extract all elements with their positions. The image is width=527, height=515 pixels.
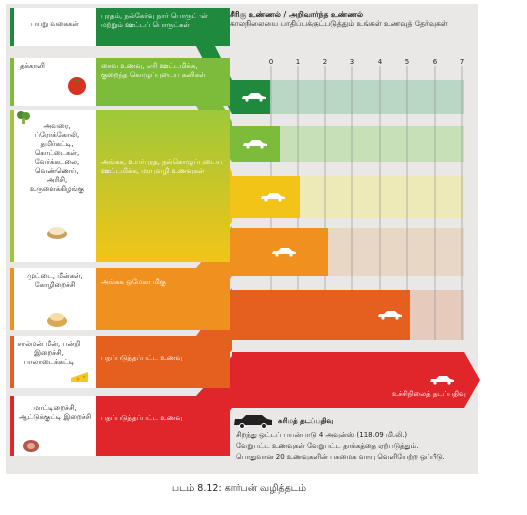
suv-icon (234, 415, 272, 429)
food-label: தக்காளி (20, 62, 45, 70)
car-icon (242, 93, 266, 102)
car-icon (430, 376, 454, 385)
car-icon (272, 248, 296, 257)
chart-subtitle: காலநிலையை பாதிப்பக்குட்படுத்தும் உங்கள் … (230, 19, 448, 28)
food-label-box: மாட்டிறைச்சி, ஆட்டுக்குட்டி இறைச்சி (10, 396, 96, 456)
food-label-box: சால்மன் மீன், பன்றி இறைச்சி, பாலாடைக்கட்… (10, 336, 96, 388)
tick-label: 5 (404, 58, 410, 66)
tick-label: 7 (459, 58, 465, 66)
tick-label: 4 (377, 58, 383, 66)
category-text: அங்கக, உயர்புரத, நல்கொழுப்புடைய ஊட்டமிக்… (101, 158, 223, 175)
highest-label: உச்சிநிலைத் தடப்பதிவு (392, 390, 466, 398)
category-text: பதப்படுத்தப்பட்ட உணவு (101, 414, 183, 422)
legend-line2: வேறுபட்ட உணவுகள் வேறுபட்ட தாக்கத்தை ஏற்ப… (236, 442, 419, 450)
food-label: அவரை, ப்ரோக்கோலி, தமிர்கட்டி, கொட்டைகள்,… (30, 122, 84, 193)
category-bar: பதப்படுத்தப்பட்ட உணவு (96, 336, 230, 388)
food-label-box: அவரை, ப்ரோக்கோலி, தமிர்கட்டி, கொட்டைகள்,… (10, 110, 96, 262)
food-label-box: பயறு வகைகள் (10, 8, 96, 46)
figure-caption: படம் 8.12: கார்பன் வழித்தடம் (172, 483, 306, 494)
category-text: சைவ உணவு, எரி ஊட்டமிக்க, குறைந்த கொழுப்ப… (101, 62, 206, 79)
tick-label: 1 (295, 58, 301, 66)
tick-label: 0 (268, 58, 274, 66)
car-icon (243, 140, 267, 149)
row-bg (232, 80, 464, 114)
category-text: புரதம், நல்கேர்வு நார் பொருட்கள் மற்றும்… (101, 12, 208, 29)
food-label: முட்டை, மீன்கள், கோழிறைச்சி (27, 272, 83, 289)
category-text: பதப்படுத்தப்பட்ட உணவு (101, 354, 183, 362)
category-bar: அங்கக ஒமேகா மிகு (96, 268, 230, 330)
legend-title: கரிமத் தடப்பதிவு (278, 417, 334, 425)
legend-line1: சிறந்து ஒட்டப் பயன்பாடு 4 அவுன்ஸ் (118.0… (236, 431, 408, 439)
tick-label: 6 (432, 58, 438, 66)
food-label: பயறு வகைகள் (31, 20, 79, 28)
chart-title: சீரிகு உண்ணல் / அறிவார்ந்த உண்ணல் (230, 10, 364, 19)
meat-icon (23, 440, 39, 452)
food-label-box: முட்டை, மீன்கள், கோழிறைச்சி (10, 268, 96, 330)
category-bar: பதப்படுத்தப்பட்ட உணவு (96, 396, 230, 456)
category-text: அங்கக ஒமேகா மிகு (101, 278, 166, 286)
bread-bowl-icon (47, 227, 67, 239)
category-bar: சைவ உணவு, எரி ஊட்டமிக்க, குறைந்த கொழுப்ப… (96, 58, 230, 106)
tomato-icon (68, 77, 86, 95)
tick-label: 2 (322, 58, 328, 66)
basket-icon (47, 313, 67, 327)
legend-line3: பொதுவான 20 உணவுகளின் பசுமைக வாயு வெளியேற… (236, 453, 445, 461)
broccoli-icon (17, 111, 30, 124)
food-label: மாட்டிறைச்சி, ஆட்டுக்குட்டி இறைச்சி (18, 404, 92, 421)
value-bar-row6 (232, 352, 480, 408)
cheese-icon (71, 372, 88, 382)
tick-label: 3 (349, 58, 355, 66)
category-bar: அங்கக, உயர்புரத, நல்கொழுப்புடைய ஊட்டமிக்… (96, 110, 230, 262)
food-label: சால்மன் மீன், பன்றி இறைச்சி, பாலாடைக்கட்… (17, 340, 81, 366)
chart-header: சீரிகு உண்ணல் / அறிவார்ந்த உண்ணல் காலநில… (230, 10, 450, 28)
food-label-box: தக்காளி (10, 58, 96, 106)
car-icon (378, 311, 402, 320)
car-icon (261, 193, 285, 202)
